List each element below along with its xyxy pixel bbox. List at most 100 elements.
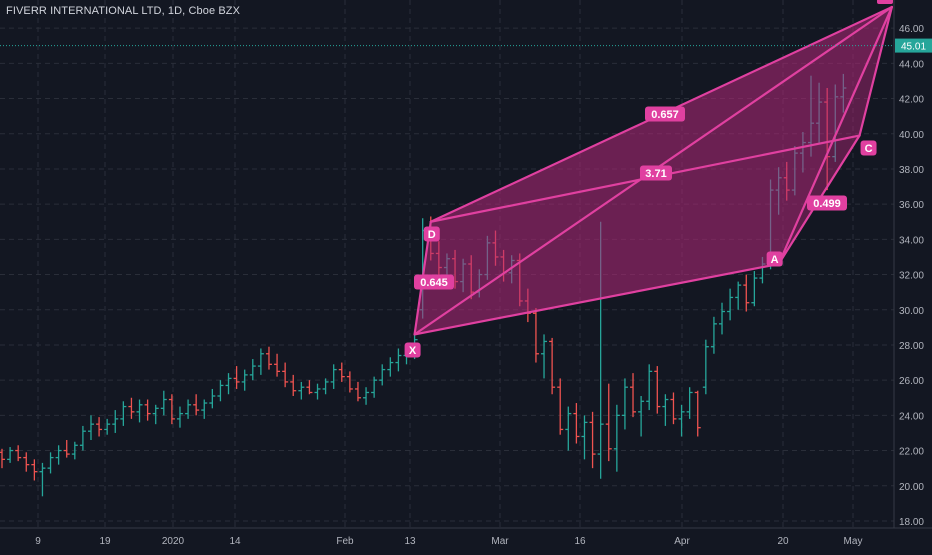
last-price-label: 45.01 — [901, 42, 926, 53]
price-tick-label: 46.00 — [899, 24, 924, 35]
time-tick-label: Mar — [491, 536, 509, 547]
price-bar — [136, 399, 143, 423]
price-bar — [330, 364, 337, 389]
ratio-label: 0.657 — [645, 106, 685, 122]
price-bar — [233, 366, 240, 389]
price-bar — [282, 362, 289, 388]
price-bar — [193, 394, 200, 416]
price-bar — [719, 302, 726, 335]
price-bar — [7, 447, 14, 463]
price-bar — [565, 406, 572, 451]
pattern-point-marker — [877, 0, 893, 4]
price-bar — [31, 459, 38, 481]
time-tick-label: 9 — [35, 536, 41, 547]
price-bar — [694, 390, 701, 437]
point-label-d: D — [423, 226, 440, 242]
price-tick-label: 34.00 — [899, 235, 924, 246]
price-bar — [55, 445, 62, 465]
price-bar — [314, 383, 321, 400]
price-bar — [152, 404, 159, 425]
price-bar — [743, 274, 750, 312]
price-bar — [354, 381, 361, 402]
ratio-label-text: 0.657 — [651, 109, 679, 121]
point-label-c-bg — [860, 140, 877, 156]
price-bar — [387, 357, 394, 377]
time-tick-label: 19 — [99, 536, 111, 547]
price-bar — [751, 271, 758, 307]
price-tick-label: 20.00 — [899, 482, 924, 493]
ratio-label-bg — [640, 165, 672, 181]
pattern-leg — [413, 262, 780, 336]
price-bar — [257, 348, 264, 375]
price-bar — [630, 373, 637, 418]
pattern-leg — [858, 5, 894, 137]
price-bar — [395, 348, 402, 372]
last-price-badge — [895, 38, 932, 53]
point-label-d-bg — [423, 226, 440, 242]
time-tick-label: Apr — [674, 536, 690, 547]
price-bar — [104, 418, 111, 435]
point-label-a: A — [766, 251, 783, 267]
price-bar — [120, 401, 127, 426]
price-bar — [128, 397, 135, 419]
point-label-x-bg — [404, 342, 421, 358]
price-bar — [63, 440, 70, 458]
price-bar — [160, 390, 167, 416]
price-bar — [290, 374, 297, 396]
price-bar — [0, 448, 5, 469]
time-tick-label: 16 — [574, 536, 586, 547]
price-axis-bg — [894, 0, 932, 550]
price-tick-label: 22.00 — [899, 447, 924, 458]
point-label-d-text: D — [428, 229, 436, 241]
price-axis: 18.00 20.00 22.00 24.00 26.00 28.00 30.00 32.00… — [893, 0, 932, 550]
ratio-label-text: 0.645 — [420, 277, 448, 289]
point-label-a-text: A — [771, 254, 779, 266]
price-bar — [39, 462, 46, 497]
price-bar — [662, 394, 669, 426]
price-bar — [727, 288, 734, 321]
price-tick-label: 38.00 — [899, 165, 924, 176]
price-bar — [549, 337, 556, 395]
price-tick-label: 32.00 — [899, 271, 924, 282]
ratio-label-bg — [414, 274, 454, 290]
price-tick-label: 24.00 — [899, 411, 924, 422]
price-bar — [241, 369, 248, 391]
price-bar — [735, 281, 742, 310]
ratio-label-text: 0.499 — [813, 198, 841, 210]
price-bar — [15, 445, 22, 462]
price-tick-label: 42.00 — [899, 95, 924, 106]
point-label-a-bg — [766, 251, 783, 267]
price-bar — [371, 376, 378, 398]
point-label-x: X — [404, 342, 421, 358]
price-bar — [249, 359, 256, 381]
price-bar — [346, 371, 353, 393]
time-tick-label: 13 — [404, 536, 416, 547]
price-bar — [217, 380, 224, 402]
price-bar — [23, 452, 30, 472]
price-bar — [363, 387, 370, 405]
price-bar — [201, 399, 208, 419]
price-bar — [581, 415, 588, 460]
price-bar — [168, 394, 175, 425]
ratio-label: 0.499 — [807, 195, 847, 211]
price-bar — [638, 396, 645, 437]
time-tick-label: 20 — [777, 536, 789, 547]
ratio-label: 3.71 — [640, 165, 672, 181]
price-bar — [185, 399, 192, 419]
price-tick-label: 36.00 — [899, 200, 924, 211]
point-label-x-text: X — [409, 345, 417, 357]
price-bar — [265, 346, 272, 370]
time-tick-label: 14 — [229, 536, 241, 547]
price-bar — [621, 378, 628, 430]
price-bar — [338, 362, 345, 382]
price-bar — [605, 383, 612, 462]
time-axis-bg — [0, 528, 932, 550]
price-bar — [144, 399, 151, 421]
price-bar — [670, 392, 677, 425]
price-bar — [589, 411, 596, 469]
ratio-label-bg — [807, 195, 847, 211]
point-label-c: C — [860, 140, 877, 156]
price-bar — [532, 308, 539, 363]
